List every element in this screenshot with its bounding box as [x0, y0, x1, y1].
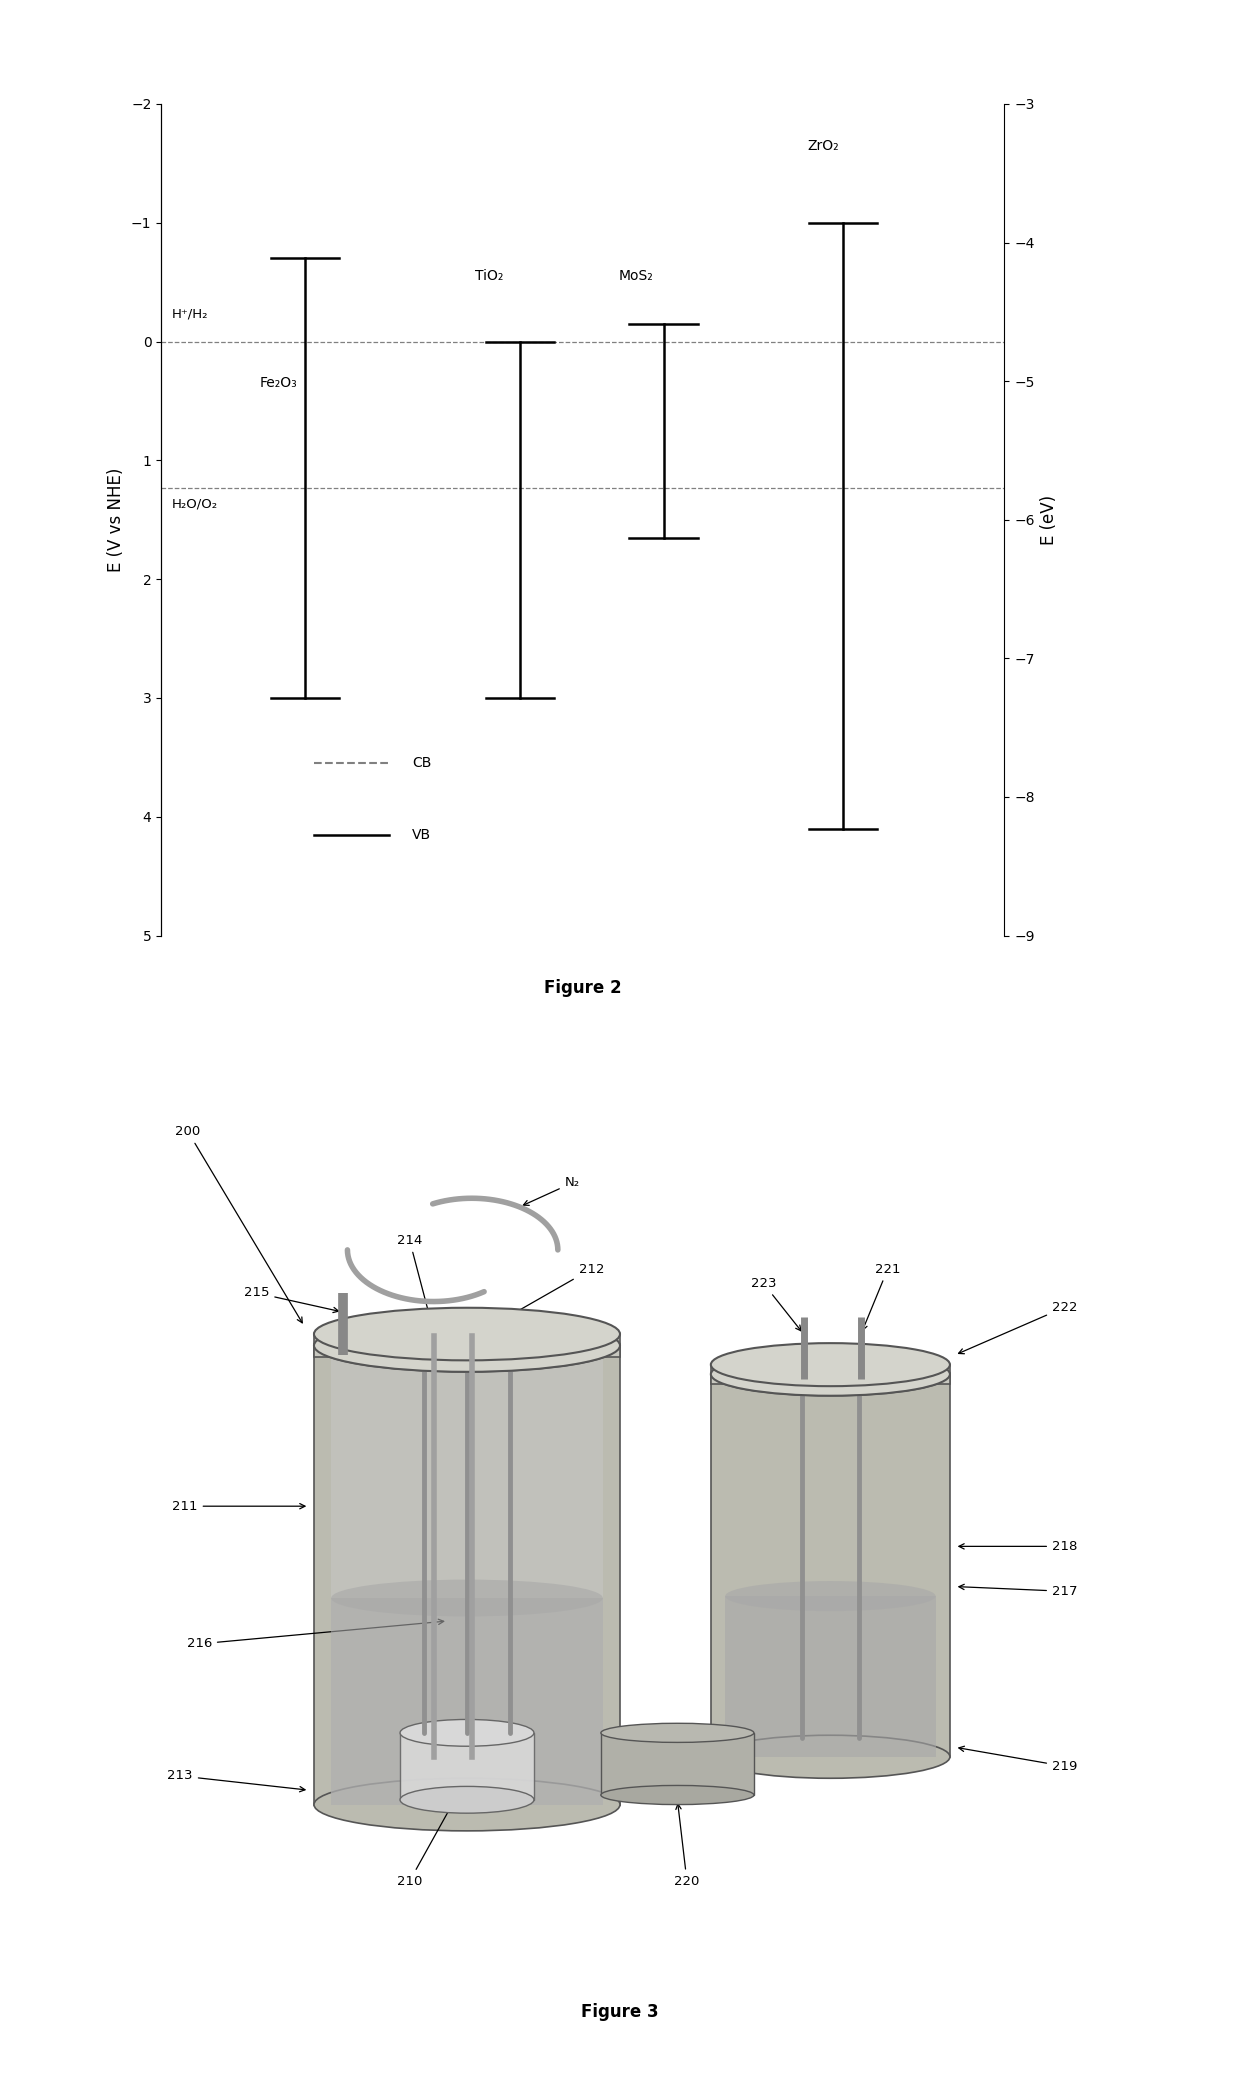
Text: 211: 211 — [172, 1499, 305, 1514]
Text: Figure 3: Figure 3 — [582, 2002, 658, 2021]
Ellipse shape — [711, 1736, 950, 1778]
Text: MoS₂: MoS₂ — [619, 268, 653, 283]
Text: VB: VB — [413, 827, 432, 842]
Text: 213: 213 — [167, 1769, 305, 1792]
Text: 217: 217 — [959, 1584, 1078, 1599]
Text: 216: 216 — [186, 1620, 444, 1651]
Text: N₂: N₂ — [523, 1177, 580, 1206]
Ellipse shape — [725, 1580, 936, 1611]
Y-axis label: E (V vs NHE): E (V vs NHE) — [108, 468, 125, 572]
Text: 222: 222 — [959, 1301, 1078, 1353]
Text: 218: 218 — [959, 1541, 1078, 1553]
FancyBboxPatch shape — [401, 1734, 534, 1800]
Text: CB: CB — [413, 757, 432, 771]
Text: 200: 200 — [175, 1125, 303, 1322]
Text: 214: 214 — [397, 1233, 434, 1326]
Text: 210: 210 — [397, 1798, 455, 1888]
Y-axis label: E (eV): E (eV) — [1040, 495, 1058, 545]
Text: Fe₂O₃: Fe₂O₃ — [260, 376, 298, 391]
Ellipse shape — [314, 1308, 620, 1360]
Text: 219: 219 — [959, 1746, 1078, 1773]
Text: Figure 2: Figure 2 — [544, 979, 621, 996]
Ellipse shape — [401, 1719, 534, 1746]
Text: 223: 223 — [750, 1277, 801, 1331]
FancyBboxPatch shape — [314, 1345, 620, 1805]
FancyBboxPatch shape — [331, 1351, 603, 1805]
Text: H⁺/H₂: H⁺/H₂ — [172, 308, 208, 320]
Text: 221: 221 — [862, 1262, 900, 1331]
FancyBboxPatch shape — [601, 1734, 754, 1794]
Ellipse shape — [711, 1353, 950, 1395]
Ellipse shape — [601, 1723, 754, 1742]
FancyBboxPatch shape — [711, 1364, 950, 1385]
Text: TiO₂: TiO₂ — [475, 268, 503, 283]
FancyBboxPatch shape — [331, 1599, 603, 1805]
Ellipse shape — [314, 1320, 620, 1372]
Ellipse shape — [601, 1786, 754, 1805]
Text: ZrO₂: ZrO₂ — [807, 139, 838, 152]
FancyBboxPatch shape — [711, 1374, 950, 1757]
Ellipse shape — [314, 1320, 620, 1372]
Ellipse shape — [314, 1778, 620, 1832]
Ellipse shape — [401, 1786, 534, 1813]
Text: 220: 220 — [675, 1805, 699, 1888]
FancyBboxPatch shape — [314, 1335, 620, 1358]
Ellipse shape — [711, 1343, 950, 1387]
Text: 212: 212 — [495, 1262, 604, 1324]
FancyBboxPatch shape — [725, 1597, 936, 1757]
Text: 215: 215 — [244, 1287, 339, 1312]
Text: H₂O/O₂: H₂O/O₂ — [172, 497, 218, 509]
Ellipse shape — [711, 1353, 950, 1395]
Ellipse shape — [331, 1580, 603, 1615]
